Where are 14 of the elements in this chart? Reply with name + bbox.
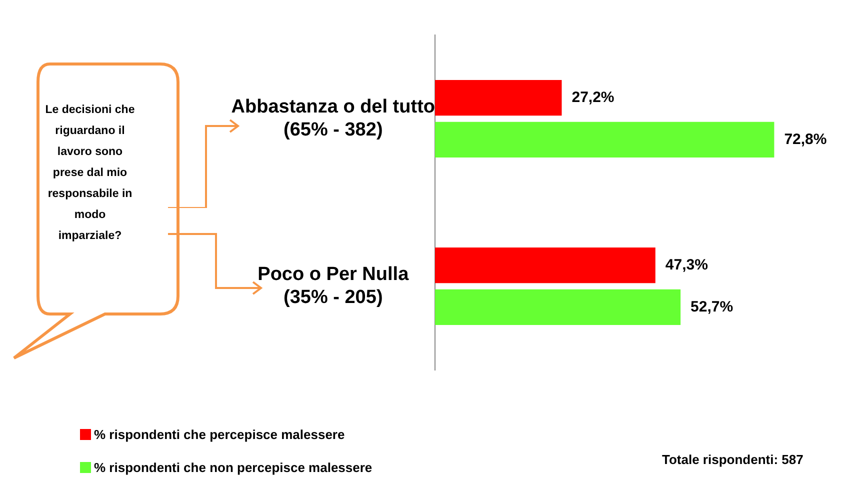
bar bbox=[435, 289, 681, 325]
bar bbox=[435, 122, 774, 158]
text: Totale rispondenti: 587 bbox=[662, 452, 804, 467]
y-tick-label: Poco o Per Nulla (35% - 205) bbox=[258, 264, 410, 308]
text: Le decisioni che riguardano il lavoro sono prese dal mio responsabile in modo imparziale? bbox=[45, 103, 135, 244]
data-label: 52,7% bbox=[690, 298, 734, 316]
legend-label: % rispondenti che non percepisce malessere bbox=[94, 460, 372, 475]
data-label: 72,8% bbox=[784, 130, 827, 148]
y-tick-label: Abbastanza o del tutto (65% - 382) bbox=[231, 96, 436, 140]
legend-label: % rispondenti che percepisce malessere bbox=[94, 427, 345, 442]
bar bbox=[435, 80, 562, 116]
bar bbox=[435, 248, 656, 284]
data-label: 47,3% bbox=[665, 256, 708, 274]
data-label: 27,2% bbox=[572, 88, 614, 106]
